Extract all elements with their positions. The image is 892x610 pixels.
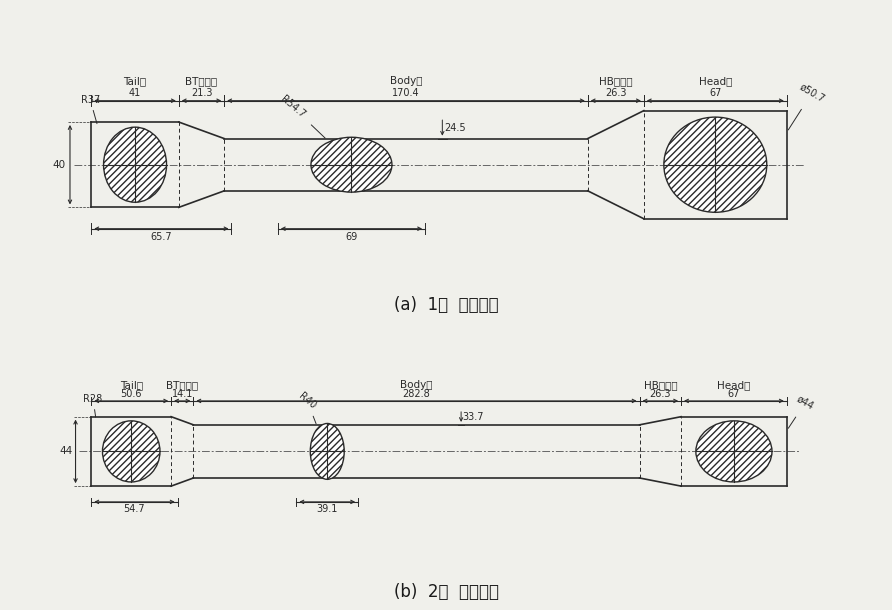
Ellipse shape bbox=[664, 117, 767, 212]
Text: (b)  2단  목표형상: (b) 2단 목표형상 bbox=[393, 583, 499, 601]
Text: 69: 69 bbox=[345, 232, 358, 242]
Text: 44: 44 bbox=[59, 447, 72, 456]
Text: 67: 67 bbox=[709, 87, 722, 98]
Text: ø44: ø44 bbox=[789, 394, 815, 428]
Text: BT연결부: BT연결부 bbox=[166, 380, 198, 390]
Text: 50.6: 50.6 bbox=[120, 389, 142, 398]
Text: R40: R40 bbox=[297, 391, 318, 424]
Text: 21.3: 21.3 bbox=[191, 87, 212, 98]
Text: 26.3: 26.3 bbox=[649, 389, 671, 398]
Ellipse shape bbox=[103, 127, 167, 203]
Text: R28: R28 bbox=[84, 394, 103, 417]
Text: 26.3: 26.3 bbox=[605, 87, 626, 98]
Text: 14.1: 14.1 bbox=[171, 389, 193, 398]
Text: R54.7: R54.7 bbox=[278, 94, 326, 138]
Text: 54.7: 54.7 bbox=[124, 504, 145, 514]
Ellipse shape bbox=[103, 421, 160, 482]
Text: HB연결부: HB연결부 bbox=[643, 380, 677, 390]
Text: HB연결부: HB연결부 bbox=[599, 76, 632, 86]
Text: (a)  1단  목표형상: (a) 1단 목표형상 bbox=[393, 296, 499, 314]
Text: BT연결부: BT연결부 bbox=[186, 76, 218, 86]
Text: Head부: Head부 bbox=[717, 380, 750, 390]
Ellipse shape bbox=[696, 421, 772, 482]
Text: 65.7: 65.7 bbox=[151, 232, 172, 242]
Text: 282.8: 282.8 bbox=[402, 389, 430, 398]
Text: 170.4: 170.4 bbox=[392, 87, 420, 98]
Ellipse shape bbox=[311, 137, 392, 192]
Text: 24.5: 24.5 bbox=[444, 123, 467, 133]
Text: ø50.7: ø50.7 bbox=[789, 82, 826, 130]
Text: Body부: Body부 bbox=[401, 380, 433, 390]
Text: 41: 41 bbox=[129, 87, 141, 98]
Text: R37: R37 bbox=[80, 95, 100, 124]
Text: Tail부: Tail부 bbox=[120, 380, 143, 390]
Text: Body부: Body부 bbox=[390, 76, 422, 86]
Text: 67: 67 bbox=[728, 389, 740, 398]
Text: 39.1: 39.1 bbox=[317, 504, 338, 514]
Text: Head부: Head부 bbox=[698, 76, 732, 86]
Ellipse shape bbox=[310, 423, 344, 479]
Text: 33.7: 33.7 bbox=[463, 412, 484, 422]
Text: Tail부: Tail부 bbox=[123, 76, 146, 86]
Text: 40: 40 bbox=[53, 160, 66, 170]
